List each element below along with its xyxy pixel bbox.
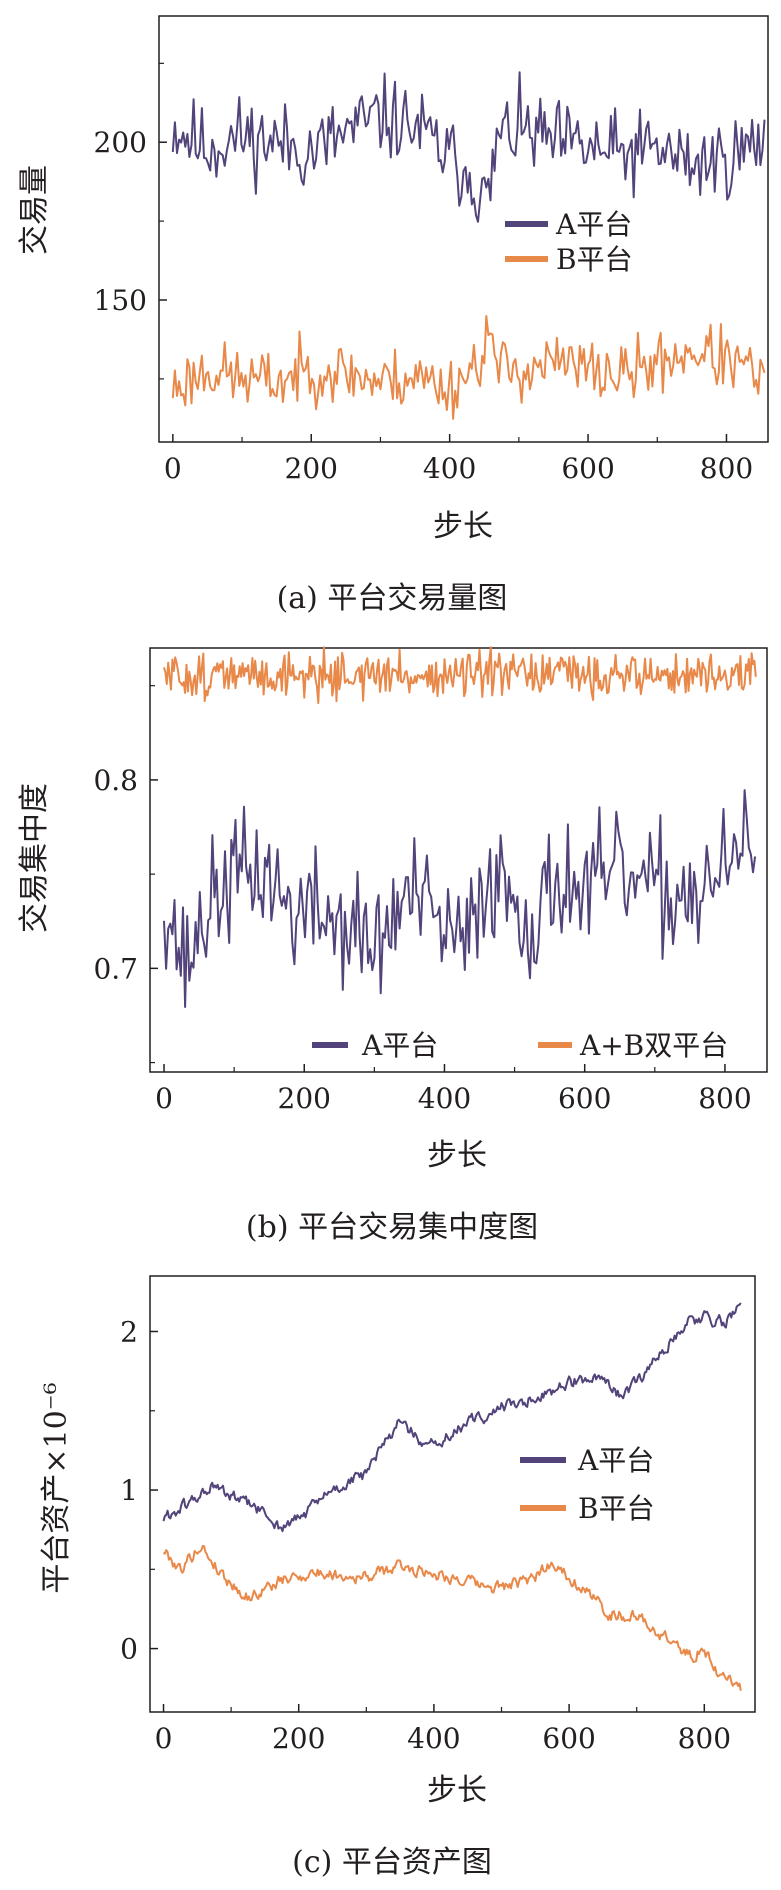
x-tick-label-c-1: 200	[272, 1722, 325, 1755]
x-tick-label-b-2: 400	[418, 1082, 471, 1115]
plot-frame-c	[149, 1275, 756, 1713]
y-tick-label-c-2: 2	[120, 1315, 138, 1348]
series-lines-a	[171, 71, 766, 420]
y-tick-label-a-1: 200	[94, 126, 147, 159]
ylabel-b: 交易集中度	[17, 783, 52, 933]
series-line-c-1	[162, 1545, 742, 1691]
plot-frame-a	[158, 15, 769, 443]
legend-c: A平台 B平台	[520, 1444, 655, 1525]
legend-b: A平台 A+B双平台	[312, 1029, 728, 1062]
legend-label-a-0: A平台	[555, 208, 632, 241]
x-tick-label-b-3: 600	[558, 1082, 611, 1115]
xlabel-c: 步长	[427, 1773, 487, 1808]
ylabel-c: 平台资产×10⁻⁶	[39, 1382, 74, 1593]
y-tick-label-c-0: 0	[120, 1633, 138, 1666]
caption-a: (a) 平台交易量图	[277, 581, 508, 616]
caption-b: (b) 平台交易集中度图	[246, 1210, 538, 1245]
caption-c: (c) 平台资产图	[292, 1845, 492, 1880]
y-tick-label-c-1: 1	[120, 1474, 138, 1507]
y-tick-label-b-1: 0.8	[93, 764, 138, 797]
series-line-b-1	[163, 646, 757, 705]
plot-frame-b	[149, 647, 768, 1073]
x-tick-label-b-0: 0	[155, 1082, 173, 1115]
series-line-c-0	[162, 1302, 742, 1533]
x-tick-label-a-0: 0	[164, 452, 182, 485]
axes-c: 0 200 400 600 800 0 1 2	[120, 1315, 731, 1755]
x-tick-label-c-3: 600	[542, 1722, 595, 1755]
axes-b: 0 200 400 600 800 0.7 0.8	[93, 685, 752, 1115]
ylabel-a: 交易量	[17, 165, 52, 255]
series-line-a-1	[171, 315, 766, 420]
x-tick-label-a-1: 200	[285, 452, 338, 485]
legend-label-b-0: A平台	[361, 1029, 438, 1062]
x-tick-label-c-0: 0	[155, 1722, 173, 1755]
y-tick-label-a-0: 150	[94, 284, 147, 317]
y-tick-label-b-0: 0.7	[93, 952, 138, 985]
x-tick-label-b-1: 200	[278, 1082, 331, 1115]
legend-label-c-1: B平台	[578, 1492, 655, 1525]
x-tick-label-c-4: 800	[678, 1722, 731, 1755]
legend-label-c-0: A平台	[577, 1444, 654, 1477]
xlabel-b: 步长	[427, 1138, 487, 1173]
series-lines-c	[162, 1302, 742, 1691]
series-line-a-0	[171, 71, 766, 223]
panel-c: 0 200 400 600 800 0 1 2 平台资产×10⁻⁶ 步长 A平台 B平台 (c…	[39, 1275, 756, 1880]
legend-a: A平台 B平台	[505, 208, 633, 276]
series-lines-b	[163, 646, 757, 1008]
xlabel-a: 步长	[433, 509, 493, 544]
panel-a: 0 200 400 600 800 150 200 交易量 步长 A平台 B平台 (a) 平…	[17, 15, 769, 616]
x-tick-label-a-2: 400	[423, 452, 476, 485]
x-tick-label-b-4: 800	[698, 1082, 751, 1115]
x-tick-label-c-2: 400	[407, 1722, 460, 1755]
x-tick-label-a-4: 800	[700, 452, 753, 485]
legend-label-b-1: A+B双平台	[579, 1029, 728, 1062]
legend-label-a-1: B平台	[556, 243, 633, 276]
x-tick-label-a-3: 600	[561, 452, 614, 485]
series-line-b-0	[163, 789, 757, 1008]
axes-a: 0 200 400 600 800 150 200	[94, 62, 753, 485]
